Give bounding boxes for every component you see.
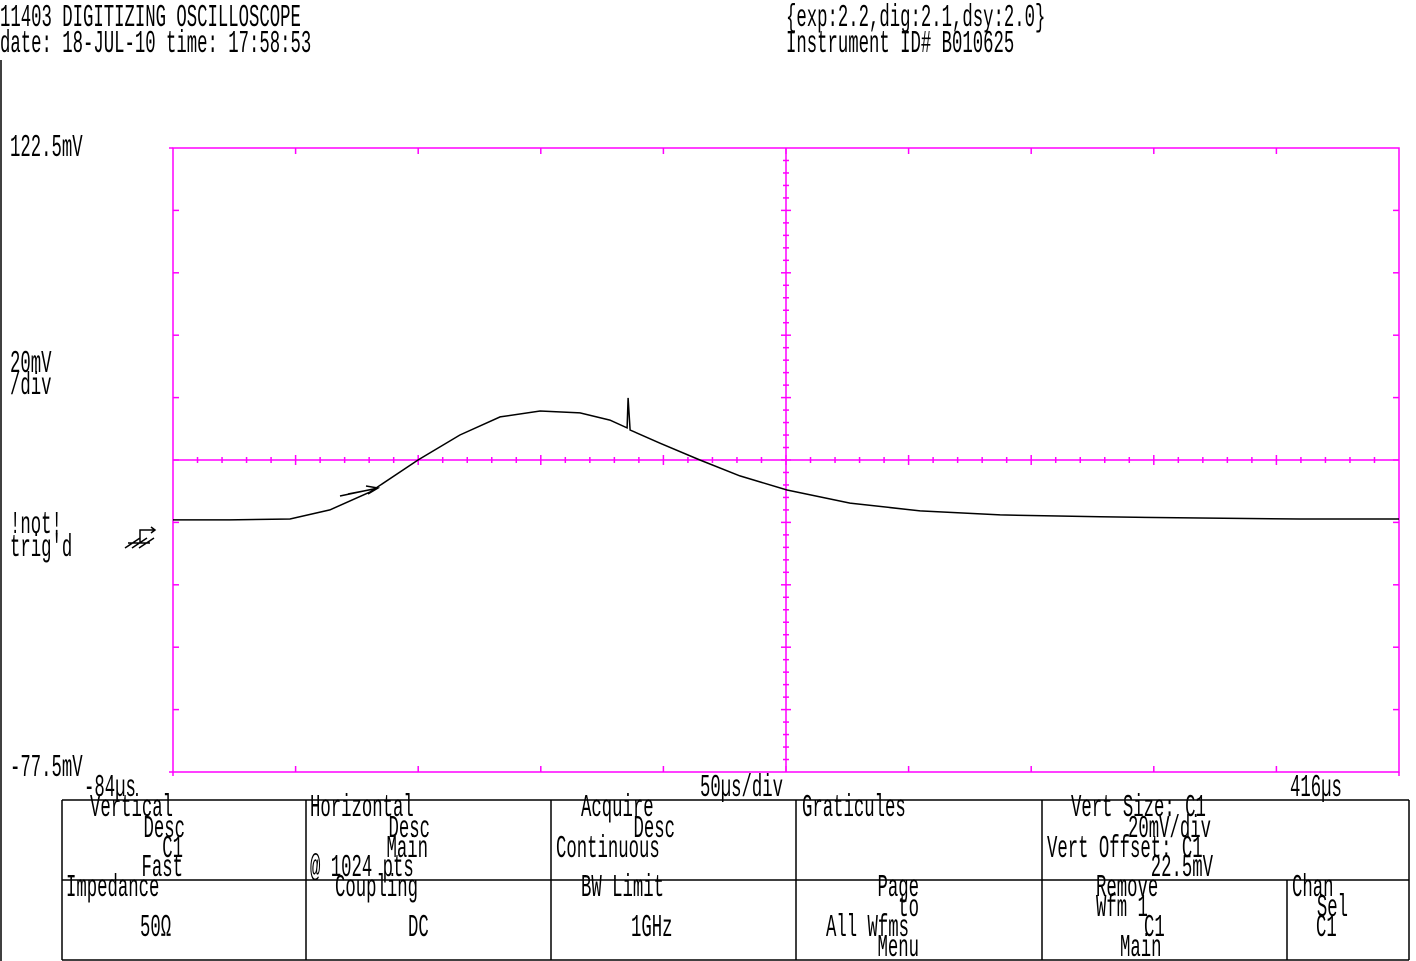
- menu-text: Continuous: [556, 831, 660, 867]
- menu-text: Page: [877, 870, 919, 906]
- menu-text: 22.5mV: [1151, 850, 1213, 886]
- trigger-status: !not!: [10, 507, 62, 543]
- menu-text: Desc: [143, 811, 185, 847]
- menu-text: Desc: [633, 811, 675, 847]
- menu-text: Impedance: [66, 870, 159, 906]
- text-layer: 122.5mV -77.5mV-84µs 416µs 50µs/div 20mV/div…: [0, 0, 1348, 961]
- header-text: 11403 DIGITIZING OSCILLOSCOPE: [0, 0, 301, 36]
- menu-text: C1: [1316, 910, 1337, 946]
- header-text: {exp:2.2,dig:2.1,dsy:2.0}: [786, 0, 1045, 36]
- menu-text: Acquire: [581, 790, 654, 826]
- menu-text: Vert Offset: C1: [1047, 831, 1203, 867]
- menu-text: Vert Size: C1: [1071, 790, 1206, 826]
- header-text: date: 18-JUL-10 time: 17:58:53: [0, 26, 311, 62]
- menu-text: Desc: [388, 811, 430, 847]
- menu-text: All Wfms: [826, 910, 909, 946]
- trigger-marker: [339, 485, 381, 497]
- menu-text: @ 1024 pts: [310, 850, 414, 886]
- menu-text: Graticules: [802, 790, 906, 826]
- menu-text: Menu: [877, 930, 919, 961]
- menu-text: Vertical: [90, 790, 173, 826]
- x-tick-label: -84µs: [84, 770, 136, 806]
- menu-text: Main: [1120, 930, 1162, 961]
- menu-text: C1: [162, 831, 183, 867]
- y-scale-label: 20mV: [10, 346, 52, 382]
- menu-text: Fast: [141, 850, 183, 886]
- header-text: Instrument ID# B010625: [786, 26, 1014, 62]
- menu-text: Wfm 1: [1096, 890, 1148, 926]
- menu-text: 1GHz: [631, 910, 673, 946]
- menu-text: BW Limit: [581, 870, 664, 906]
- menu-text: Coupling: [335, 870, 418, 906]
- menu-box: [61, 799, 1410, 961]
- menu-text: Sel: [1317, 890, 1348, 926]
- menu-text: C1: [1144, 910, 1165, 946]
- y-tick-label: 122.5mV: [10, 130, 83, 166]
- menu-text: DC: [408, 910, 429, 946]
- menu-text: 20mV/div: [1128, 811, 1211, 847]
- menu-text: Remove: [1096, 870, 1158, 906]
- x-scale-label: 50µs/div: [700, 770, 783, 806]
- graticule: [169, 147, 1400, 776]
- menu-text: Horizontal: [310, 790, 414, 826]
- menu-text: 50Ω: [140, 910, 171, 946]
- menu-text: Chan: [1292, 870, 1334, 906]
- x-tick-label: 416µs: [1290, 770, 1342, 806]
- trigger-status: trig'd: [10, 530, 72, 566]
- y-tick-label: -77.5mV: [10, 750, 83, 786]
- menu-text: to: [898, 890, 919, 926]
- ground-marker: [124, 526, 157, 549]
- y-scale-label: /div: [10, 368, 52, 404]
- menu-text: Main: [386, 831, 428, 867]
